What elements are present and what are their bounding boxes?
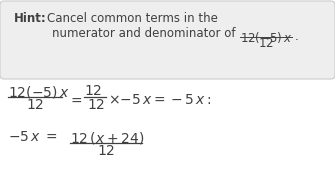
FancyBboxPatch shape	[0, 1, 335, 79]
Text: $12\,(x+24)$: $12\,(x+24)$	[70, 130, 144, 146]
Text: numerator and denominator of: numerator and denominator of	[52, 27, 236, 40]
Text: Hint:: Hint:	[14, 12, 47, 25]
Text: $12(-5)\,x$: $12(-5)\,x$	[8, 84, 70, 100]
Text: $12$: $12$	[87, 98, 105, 112]
Text: $=$: $=$	[68, 93, 83, 107]
Text: $\times{-5}\,x = -5\,x\mathsf{:}$: $\times{-5}\,x = -5\,x\mathsf{:}$	[108, 93, 212, 107]
Text: Cancel common terms in the: Cancel common terms in the	[47, 12, 218, 25]
Text: $12$: $12$	[258, 37, 274, 50]
Text: $12$: $12$	[97, 144, 115, 158]
Text: $.$: $.$	[294, 30, 298, 43]
Text: $12$: $12$	[84, 84, 102, 98]
Text: $12$: $12$	[26, 98, 44, 112]
Text: $12(-5)\,x$: $12(-5)\,x$	[240, 30, 292, 45]
Text: $-5\,x\;=$: $-5\,x\;=$	[8, 130, 58, 144]
